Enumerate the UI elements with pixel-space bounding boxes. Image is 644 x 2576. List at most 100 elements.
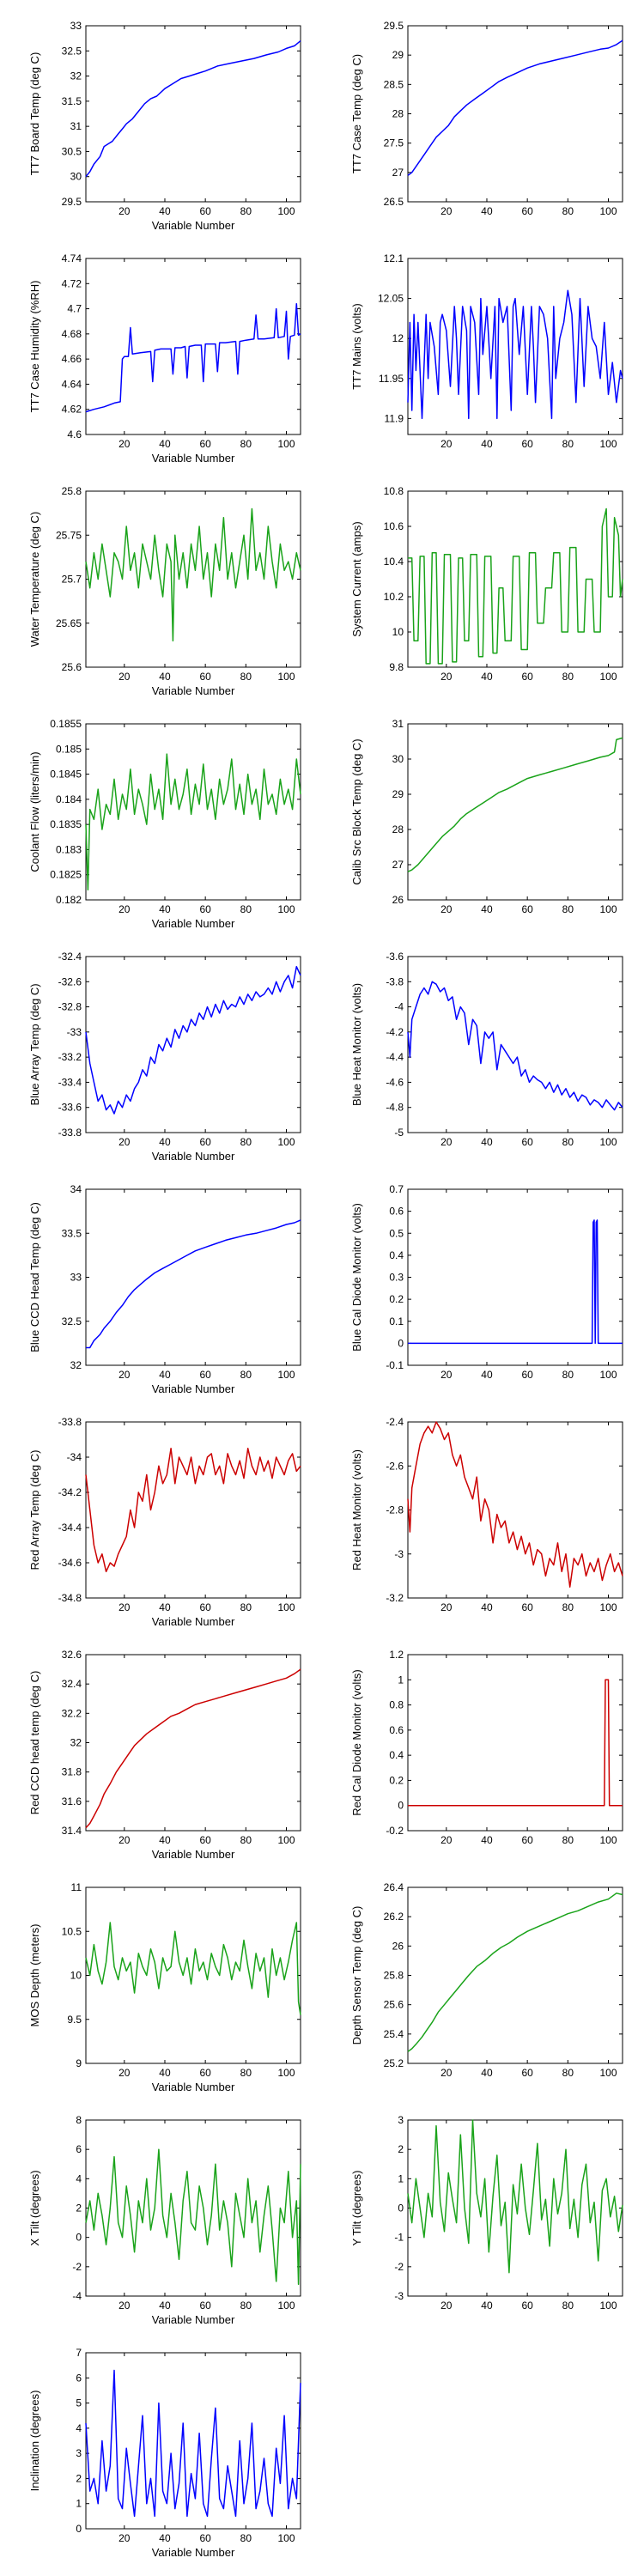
chart-svg-11: 20 40 60 80 100 32 32.5 33 33.5 34 Variable Number… xyxy=(28,1183,301,1395)
x-tick-label: 100 xyxy=(277,903,295,915)
series-line-1 xyxy=(85,507,301,642)
series-line-1 xyxy=(407,737,623,872)
series-line-1 xyxy=(85,302,301,413)
chart-svg-1: 20 40 60 80 100 29.5 30 30.5 31 31.5 32 32.5 33 Varia… xyxy=(28,20,301,232)
y-tick-label: 28 xyxy=(392,108,404,120)
x-tick-label: 20 xyxy=(118,1601,131,1613)
y-tick-label: 28 xyxy=(392,823,404,835)
y-tick-label: 0.6 xyxy=(389,1724,404,1736)
y-tick-label: -2.6 xyxy=(386,1460,404,1472)
x-tick-label: 40 xyxy=(481,438,493,450)
y-tick-label: -4.8 xyxy=(386,1102,404,1114)
y-tick-label: 1.2 xyxy=(389,1649,404,1661)
y-tick-label: 32.2 xyxy=(62,1707,82,1719)
x-tick-label: 20 xyxy=(118,1834,131,1846)
x-tick-label: 20 xyxy=(118,2067,131,2079)
y-tick-label: 0.1825 xyxy=(50,869,82,881)
y-tick-label: 0.4 xyxy=(389,1249,404,1261)
y-tick-label: 4 xyxy=(76,2172,82,2184)
x-axis-label: Variable Number xyxy=(152,684,235,697)
x-tick-label: 100 xyxy=(599,2300,617,2312)
y-tick-label: 4.74 xyxy=(62,252,82,264)
y-tick-label: 9.8 xyxy=(389,661,404,673)
y-tick-label: 10 xyxy=(392,626,404,638)
x-tick-label: 60 xyxy=(521,1136,533,1148)
y-tick-label: -3.6 xyxy=(386,951,404,963)
series-line-1 xyxy=(407,289,623,420)
y-tick-label: 0.1 xyxy=(389,1315,404,1327)
y-axis-label: Water Temperature (deg C) xyxy=(28,512,41,647)
x-tick-label: 100 xyxy=(599,2067,617,2079)
y-tick-label: 3 xyxy=(398,2114,404,2126)
y-tick-label: -5 xyxy=(394,1127,404,1139)
y-tick-label: 12 xyxy=(392,332,404,344)
x-tick-label: 20 xyxy=(440,1834,453,1846)
series-line-1 xyxy=(408,507,623,665)
y-tick-label: 4.72 xyxy=(62,277,82,289)
x-tick-label: 20 xyxy=(440,903,453,915)
x-tick-label: 20 xyxy=(118,205,131,217)
y-tick-label: -34.8 xyxy=(58,1592,82,1604)
y-tick-label: 4 xyxy=(76,2422,82,2434)
chart-panel-4: 20 40 60 80 100 11.9 11.95 12 12.05 12.1 TT7 Mains… xyxy=(322,250,644,482)
x-tick-label: 80 xyxy=(562,1834,574,1846)
y-tick-label: 26.4 xyxy=(384,1881,404,1893)
series-line-1 xyxy=(86,1219,301,1349)
x-tick-label: 100 xyxy=(277,1834,295,1846)
chart-panel-17: 20 40 60 80 100 9 9.5 10 10.5 11 Variable Number MO… xyxy=(0,1879,322,2111)
x-tick-label: 20 xyxy=(118,2532,131,2544)
y-axis-label: TT7 Mains (volts) xyxy=(350,303,363,389)
chart-panel-8: 20 40 60 80 100 26 27 28 29 30 31 Calib Src Block T… xyxy=(322,715,644,947)
y-tick-label: 30.5 xyxy=(62,145,82,157)
y-tick-label: -0.1 xyxy=(386,1359,404,1371)
x-tick-label: 80 xyxy=(562,2067,574,2079)
x-tick-label: 80 xyxy=(240,205,252,217)
x-tick-label: 80 xyxy=(562,2300,574,2312)
x-tick-label: 40 xyxy=(481,2300,493,2312)
x-tick-label: 100 xyxy=(599,1136,617,1148)
chart-panel-18: 20 40 60 80 100 25.2 25.4 25.6 25.8 26 26.2 26.4 Dep… xyxy=(322,1879,644,2111)
plot-frame xyxy=(407,1886,623,2064)
chart-svg-6: 20 40 60 80 100 9.8 10 10.2 10.4 10.6 10.8 System C… xyxy=(350,485,623,683)
y-tick-label: 5 xyxy=(76,2397,82,2409)
y-tick-label: 32.5 xyxy=(62,45,82,57)
y-tick-label: 31 xyxy=(392,718,404,730)
y-axis-label: Red Heat Monitor (volts) xyxy=(350,1449,363,1571)
chart-svg-7: 20 40 60 80 100 0.182 0.1825 0.183 0.1835 0.184 0.… xyxy=(28,718,301,930)
x-tick-label: 80 xyxy=(240,2300,252,2312)
plot-frame xyxy=(85,258,301,435)
x-tick-label: 100 xyxy=(599,1834,617,1846)
x-tick-label: 20 xyxy=(118,903,131,915)
y-tick-label: -33.8 xyxy=(58,1127,82,1139)
y-tick-label: 32 xyxy=(70,70,82,82)
x-tick-label: 40 xyxy=(159,1136,171,1148)
x-tick-label: 80 xyxy=(240,903,252,915)
y-tick-label: 28.5 xyxy=(384,78,404,90)
chart-panel-16: 20 40 60 80 100 -0.2 0 0.2 0.4 0.6 0.8 1 1.2 Red Cal … xyxy=(322,1646,644,1878)
chart-panel-9: 20 40 60 80 100 -33.8 -33.6 -33.4 -33.2 -33 -32.8 -… xyxy=(0,948,322,1180)
y-tick-label: 6 xyxy=(76,2143,82,2155)
y-tick-label: -4.4 xyxy=(386,1051,404,1063)
x-tick-label: 100 xyxy=(599,903,617,915)
y-tick-label: 1 xyxy=(76,2498,82,2510)
y-axis-label: X Tilt (degrees) xyxy=(28,2170,41,2245)
y-axis-label: Coolant Flow (liters/min) xyxy=(28,751,41,872)
y-tick-label: 4.7 xyxy=(67,303,82,315)
y-tick-label: 0.185 xyxy=(56,743,82,755)
chart-panel-10: 20 40 60 80 100 -5 -4.8 -4.6 -4.4 -4.2 -4 -3.8 -3.6 B… xyxy=(322,948,644,1180)
series-line-1 xyxy=(85,2148,301,2286)
series-line-1 xyxy=(407,1421,623,1588)
chart-svg-14: 20 40 60 80 100 -3.2 -3 -2.8 -2.6 -2.4 Red Heat Mo… xyxy=(350,1416,623,1613)
x-tick-label: 40 xyxy=(159,2300,171,2312)
x-tick-label: 40 xyxy=(159,205,171,217)
plot-frame xyxy=(85,723,301,901)
plot-frame xyxy=(407,258,623,435)
x-tick-label: 20 xyxy=(118,671,131,683)
y-tick-label: 26.5 xyxy=(384,196,404,208)
x-tick-label: 60 xyxy=(199,1601,211,1613)
x-tick-label: 40 xyxy=(159,1369,171,1381)
x-tick-label: 80 xyxy=(562,1601,574,1613)
plot-frame xyxy=(85,956,301,1133)
plot-frame xyxy=(85,1188,301,1366)
x-tick-label: 80 xyxy=(240,671,252,683)
